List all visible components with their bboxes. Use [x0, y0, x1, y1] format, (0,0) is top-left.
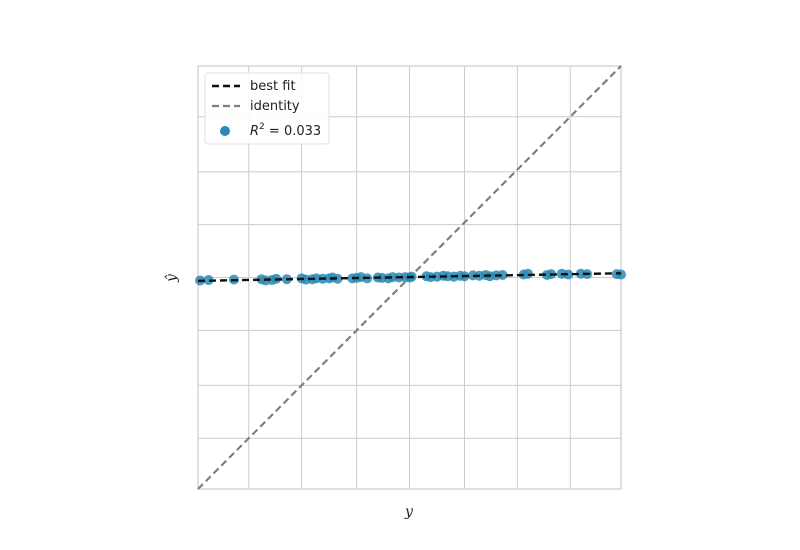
- legend-identity-label: identity: [250, 99, 300, 114]
- scatter-point: [563, 269, 574, 280]
- scatter-point: [332, 273, 343, 284]
- y-axis-label: ŷ: [163, 273, 180, 283]
- legend: best fit identity R2 = 0.033: [204, 72, 330, 145]
- scatter-point: [522, 268, 533, 279]
- scatter-point: [616, 269, 626, 280]
- scatter-point: [203, 275, 214, 286]
- legend-scatter-swatch: [220, 126, 230, 136]
- legend-scatter-label: R2 = 0.033: [250, 122, 321, 139]
- legend-box: [204, 72, 330, 145]
- x-axis-label: y: [404, 504, 414, 520]
- scatter-points: [195, 268, 626, 286]
- scatter-point: [497, 269, 508, 280]
- legend-best-fit-label: best fit: [250, 79, 296, 94]
- best-fit-line: [197, 272, 622, 283]
